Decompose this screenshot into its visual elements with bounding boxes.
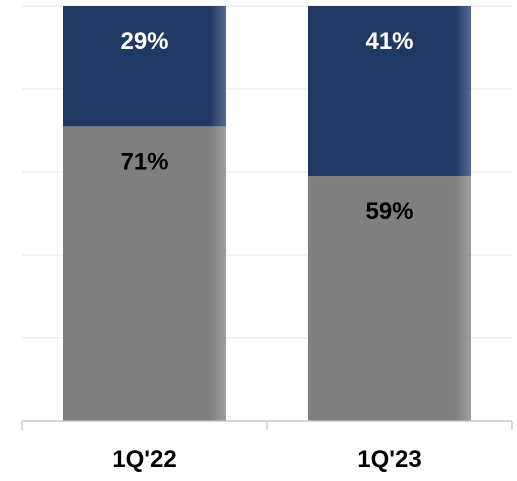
bar-segment xyxy=(63,126,226,421)
bars xyxy=(63,6,471,421)
bar-segment xyxy=(308,6,471,177)
data-labels: 71% 29% 59% 41% xyxy=(120,28,413,225)
data-label: 29% xyxy=(120,28,168,55)
data-label: 71% xyxy=(120,148,168,175)
bar-segment xyxy=(63,6,226,127)
category-labels: 1Q'22 1Q'23 xyxy=(112,446,421,473)
category-label: 1Q'22 xyxy=(112,446,176,473)
category-label: 1Q'23 xyxy=(357,446,421,473)
x-axis xyxy=(21,420,513,430)
data-label: 41% xyxy=(365,28,413,55)
data-label: 59% xyxy=(365,198,413,225)
bar-segment xyxy=(308,176,471,421)
